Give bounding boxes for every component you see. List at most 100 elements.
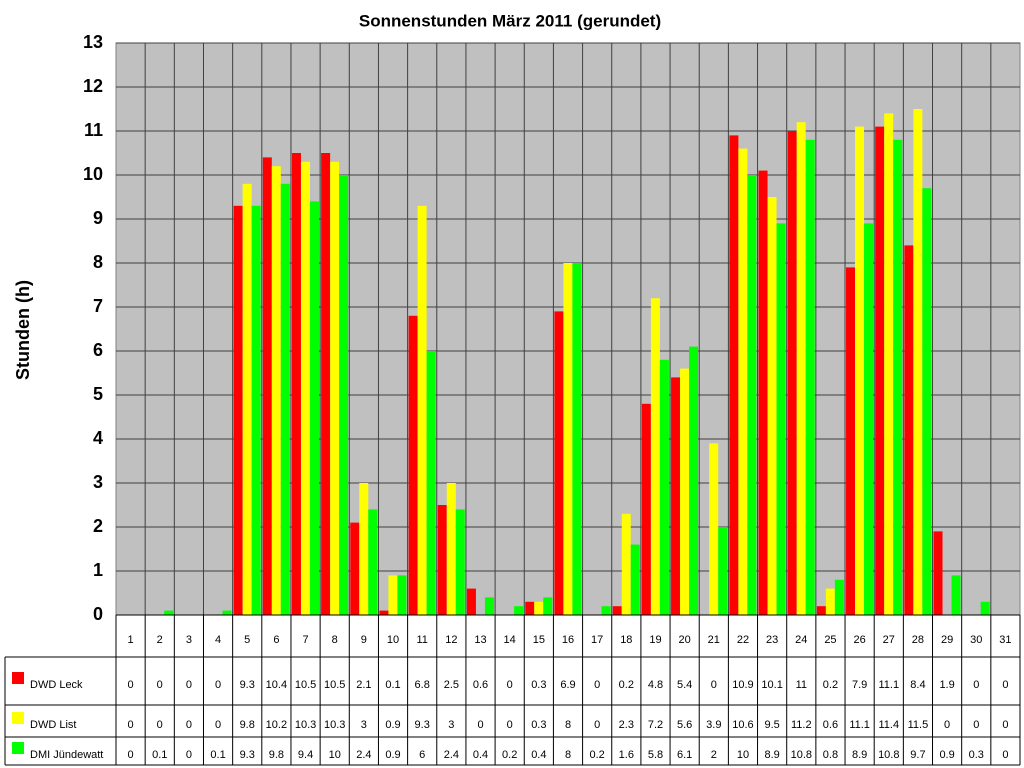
x-tick-label: 24 <box>795 634 807 646</box>
bar <box>805 139 815 616</box>
data-label: 10.3 <box>324 719 345 731</box>
x-tick-label: 6 <box>273 634 279 646</box>
bar <box>554 311 564 615</box>
data-label: 8.4 <box>910 679 925 691</box>
x-tick-label: 19 <box>649 634 661 646</box>
data-label: 6.8 <box>415 679 430 691</box>
legend-swatch <box>12 672 24 684</box>
data-label: 10.4 <box>266 679 287 691</box>
data-label: 8.9 <box>852 749 867 761</box>
bar <box>164 610 174 615</box>
data-label: 6.1 <box>677 749 692 761</box>
bar <box>525 601 535 615</box>
data-label: 11 <box>796 679 807 691</box>
x-tick-label: 5 <box>244 634 250 646</box>
data-label: 0 <box>128 719 134 731</box>
bar <box>417 205 427 616</box>
bar <box>787 131 797 615</box>
data-label: 0 <box>711 679 717 691</box>
data-label: 2.3 <box>619 719 634 731</box>
bar <box>466 588 476 615</box>
data-label: 0.4 <box>531 749 546 761</box>
x-tick-label: 7 <box>302 634 308 646</box>
x-tick-label: 23 <box>766 634 778 646</box>
data-label: 10.5 <box>295 679 316 691</box>
data-label: 0.2 <box>823 679 838 691</box>
x-tick-label: 30 <box>970 634 982 646</box>
bar <box>601 606 611 615</box>
data-label: 0.6 <box>473 679 488 691</box>
data-label: 2.4 <box>444 749 459 761</box>
data-label: 0 <box>944 719 950 731</box>
data-label: 0.9 <box>385 719 400 731</box>
data-label: 0.2 <box>590 749 605 761</box>
bar <box>659 359 669 615</box>
bar <box>408 315 418 615</box>
bar <box>388 575 398 615</box>
data-label: 0.3 <box>531 719 546 731</box>
y-tick-label: 1 <box>93 560 103 580</box>
x-tick-label: 28 <box>912 634 924 646</box>
bar <box>321 153 331 615</box>
data-label: 8.9 <box>764 749 779 761</box>
bar <box>572 263 582 615</box>
data-label: 0.2 <box>502 749 517 761</box>
bar <box>689 346 699 615</box>
bar <box>350 522 360 615</box>
data-label: 10.6 <box>732 719 753 731</box>
bar <box>514 606 524 615</box>
legend-label: DWD List <box>30 719 76 731</box>
data-label: 0 <box>507 679 513 691</box>
data-label: 5.8 <box>648 749 663 761</box>
chart-title: Sonnenstunden März 2011 (gerundet) <box>359 11 661 30</box>
data-label: 0 <box>215 719 221 731</box>
data-label: 1.6 <box>619 749 634 761</box>
bar <box>846 267 856 615</box>
bar <box>671 377 681 615</box>
data-label: 5.6 <box>677 719 692 731</box>
data-label: 11.2 <box>791 719 812 731</box>
bar <box>368 509 378 615</box>
data-label: 11.5 <box>908 719 929 731</box>
data-label: 3 <box>361 719 367 731</box>
bar <box>262 157 272 615</box>
x-tick-label: 31 <box>999 634 1011 646</box>
data-label: 8 <box>565 719 571 731</box>
x-tick-label: 2 <box>157 634 163 646</box>
data-label: 9.3 <box>240 749 255 761</box>
data-label: 0 <box>157 679 163 691</box>
data-label: 3.9 <box>706 719 721 731</box>
bar <box>251 205 261 616</box>
bar <box>729 135 739 615</box>
x-tick-label: 10 <box>387 634 399 646</box>
bar <box>379 610 389 615</box>
data-label: 0 <box>1002 679 1008 691</box>
bar <box>922 188 932 615</box>
x-tick-label: 26 <box>853 634 865 646</box>
data-label: 0 <box>1002 719 1008 731</box>
y-tick-label: 10 <box>83 164 103 184</box>
data-label: 2.4 <box>356 749 371 761</box>
data-label: 7.9 <box>852 679 867 691</box>
data-label: 0 <box>507 719 513 731</box>
data-label: 3 <box>448 719 454 731</box>
bar <box>543 597 553 615</box>
x-tick-label: 25 <box>824 634 836 646</box>
data-label: 0 <box>973 679 979 691</box>
bar <box>242 183 252 616</box>
data-label: 9.7 <box>910 749 925 761</box>
bar <box>718 527 728 615</box>
y-tick-label: 9 <box>93 208 103 228</box>
bar <box>233 205 243 616</box>
y-tick-label: 12 <box>83 76 103 96</box>
bar <box>680 368 690 615</box>
bar <box>271 166 281 615</box>
data-label: 9.3 <box>240 679 255 691</box>
data-label: 6 <box>419 749 425 761</box>
data-label: 9.4 <box>298 749 313 761</box>
bar <box>222 610 232 615</box>
x-tick-label: 21 <box>708 634 720 646</box>
bar <box>309 201 319 615</box>
data-label: 10 <box>737 749 749 761</box>
data-label: 0 <box>1002 749 1008 761</box>
